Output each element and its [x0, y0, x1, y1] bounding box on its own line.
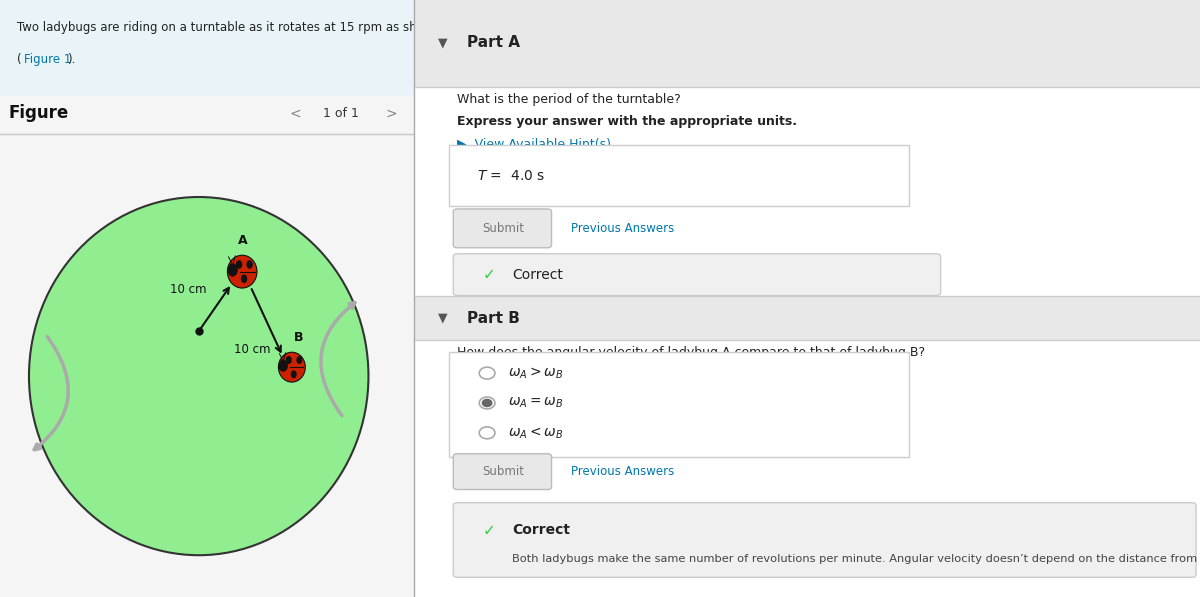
Text: Previous Answers: Previous Answers — [571, 222, 674, 235]
FancyBboxPatch shape — [449, 352, 910, 457]
FancyBboxPatch shape — [454, 254, 941, 296]
Ellipse shape — [247, 261, 252, 268]
Text: Previous Answers: Previous Answers — [571, 465, 674, 478]
Text: Submit: Submit — [482, 465, 524, 478]
Text: 10 cm: 10 cm — [234, 343, 270, 356]
Text: $\omega_A = \omega_B$: $\omega_A = \omega_B$ — [509, 396, 564, 410]
Text: ✓: ✓ — [484, 267, 496, 282]
Text: Express your answer with the appropriate units.: Express your answer with the appropriate… — [457, 115, 797, 128]
Ellipse shape — [29, 197, 368, 555]
Ellipse shape — [278, 360, 288, 371]
Text: A: A — [238, 233, 247, 247]
Text: Figure: Figure — [8, 104, 68, 122]
Text: 1 of 1: 1 of 1 — [323, 107, 359, 120]
Text: ▼: ▼ — [438, 312, 448, 325]
Text: ▼: ▼ — [438, 36, 448, 50]
Text: Correct: Correct — [512, 267, 563, 282]
Ellipse shape — [227, 256, 257, 288]
Text: ▶  View Available Hint(s): ▶ View Available Hint(s) — [457, 137, 611, 150]
Text: >: > — [385, 106, 397, 121]
Text: ✓: ✓ — [484, 522, 496, 538]
FancyBboxPatch shape — [414, 0, 1200, 87]
Ellipse shape — [278, 352, 305, 382]
Text: How does the angular velocity of ladybug A compare to that of ladybug B?: How does the angular velocity of ladybug… — [457, 346, 925, 359]
Text: Figure 1: Figure 1 — [24, 53, 71, 66]
Ellipse shape — [287, 356, 292, 363]
Text: $\omega_A < \omega_B$: $\omega_A < \omega_B$ — [509, 425, 564, 441]
Ellipse shape — [298, 356, 301, 363]
FancyBboxPatch shape — [0, 0, 414, 96]
FancyBboxPatch shape — [454, 454, 552, 490]
Text: Part B: Part B — [468, 310, 521, 326]
Ellipse shape — [228, 264, 238, 276]
Text: Two ladybugs are riding on a turntable as it rotates at 15 rpm as shown in: Two ladybugs are riding on a turntable a… — [17, 21, 455, 34]
FancyBboxPatch shape — [414, 340, 1200, 597]
FancyBboxPatch shape — [449, 145, 910, 206]
FancyBboxPatch shape — [454, 209, 552, 248]
FancyBboxPatch shape — [454, 503, 1196, 577]
Text: <: < — [289, 106, 301, 121]
Text: Both ladybugs make the same number of revolutions per minute. Angular velocity d: Both ladybugs make the same number of re… — [512, 554, 1200, 564]
Text: 10 cm: 10 cm — [169, 283, 206, 296]
Text: (: ( — [17, 53, 22, 66]
Ellipse shape — [241, 275, 246, 282]
Text: B: B — [294, 331, 304, 344]
Text: Submit: Submit — [482, 222, 524, 235]
Text: Part A: Part A — [468, 35, 521, 51]
Ellipse shape — [292, 371, 296, 378]
FancyBboxPatch shape — [414, 296, 1200, 340]
Text: $T$ =  4.0 s: $T$ = 4.0 s — [476, 168, 545, 183]
Ellipse shape — [236, 261, 241, 268]
Text: What is the period of the turntable?: What is the period of the turntable? — [457, 93, 680, 106]
Circle shape — [482, 399, 492, 407]
Text: ).: ). — [67, 53, 76, 66]
Text: $\omega_A > \omega_B$: $\omega_A > \omega_B$ — [509, 365, 564, 381]
FancyBboxPatch shape — [414, 87, 1200, 296]
Text: Correct: Correct — [512, 523, 570, 537]
